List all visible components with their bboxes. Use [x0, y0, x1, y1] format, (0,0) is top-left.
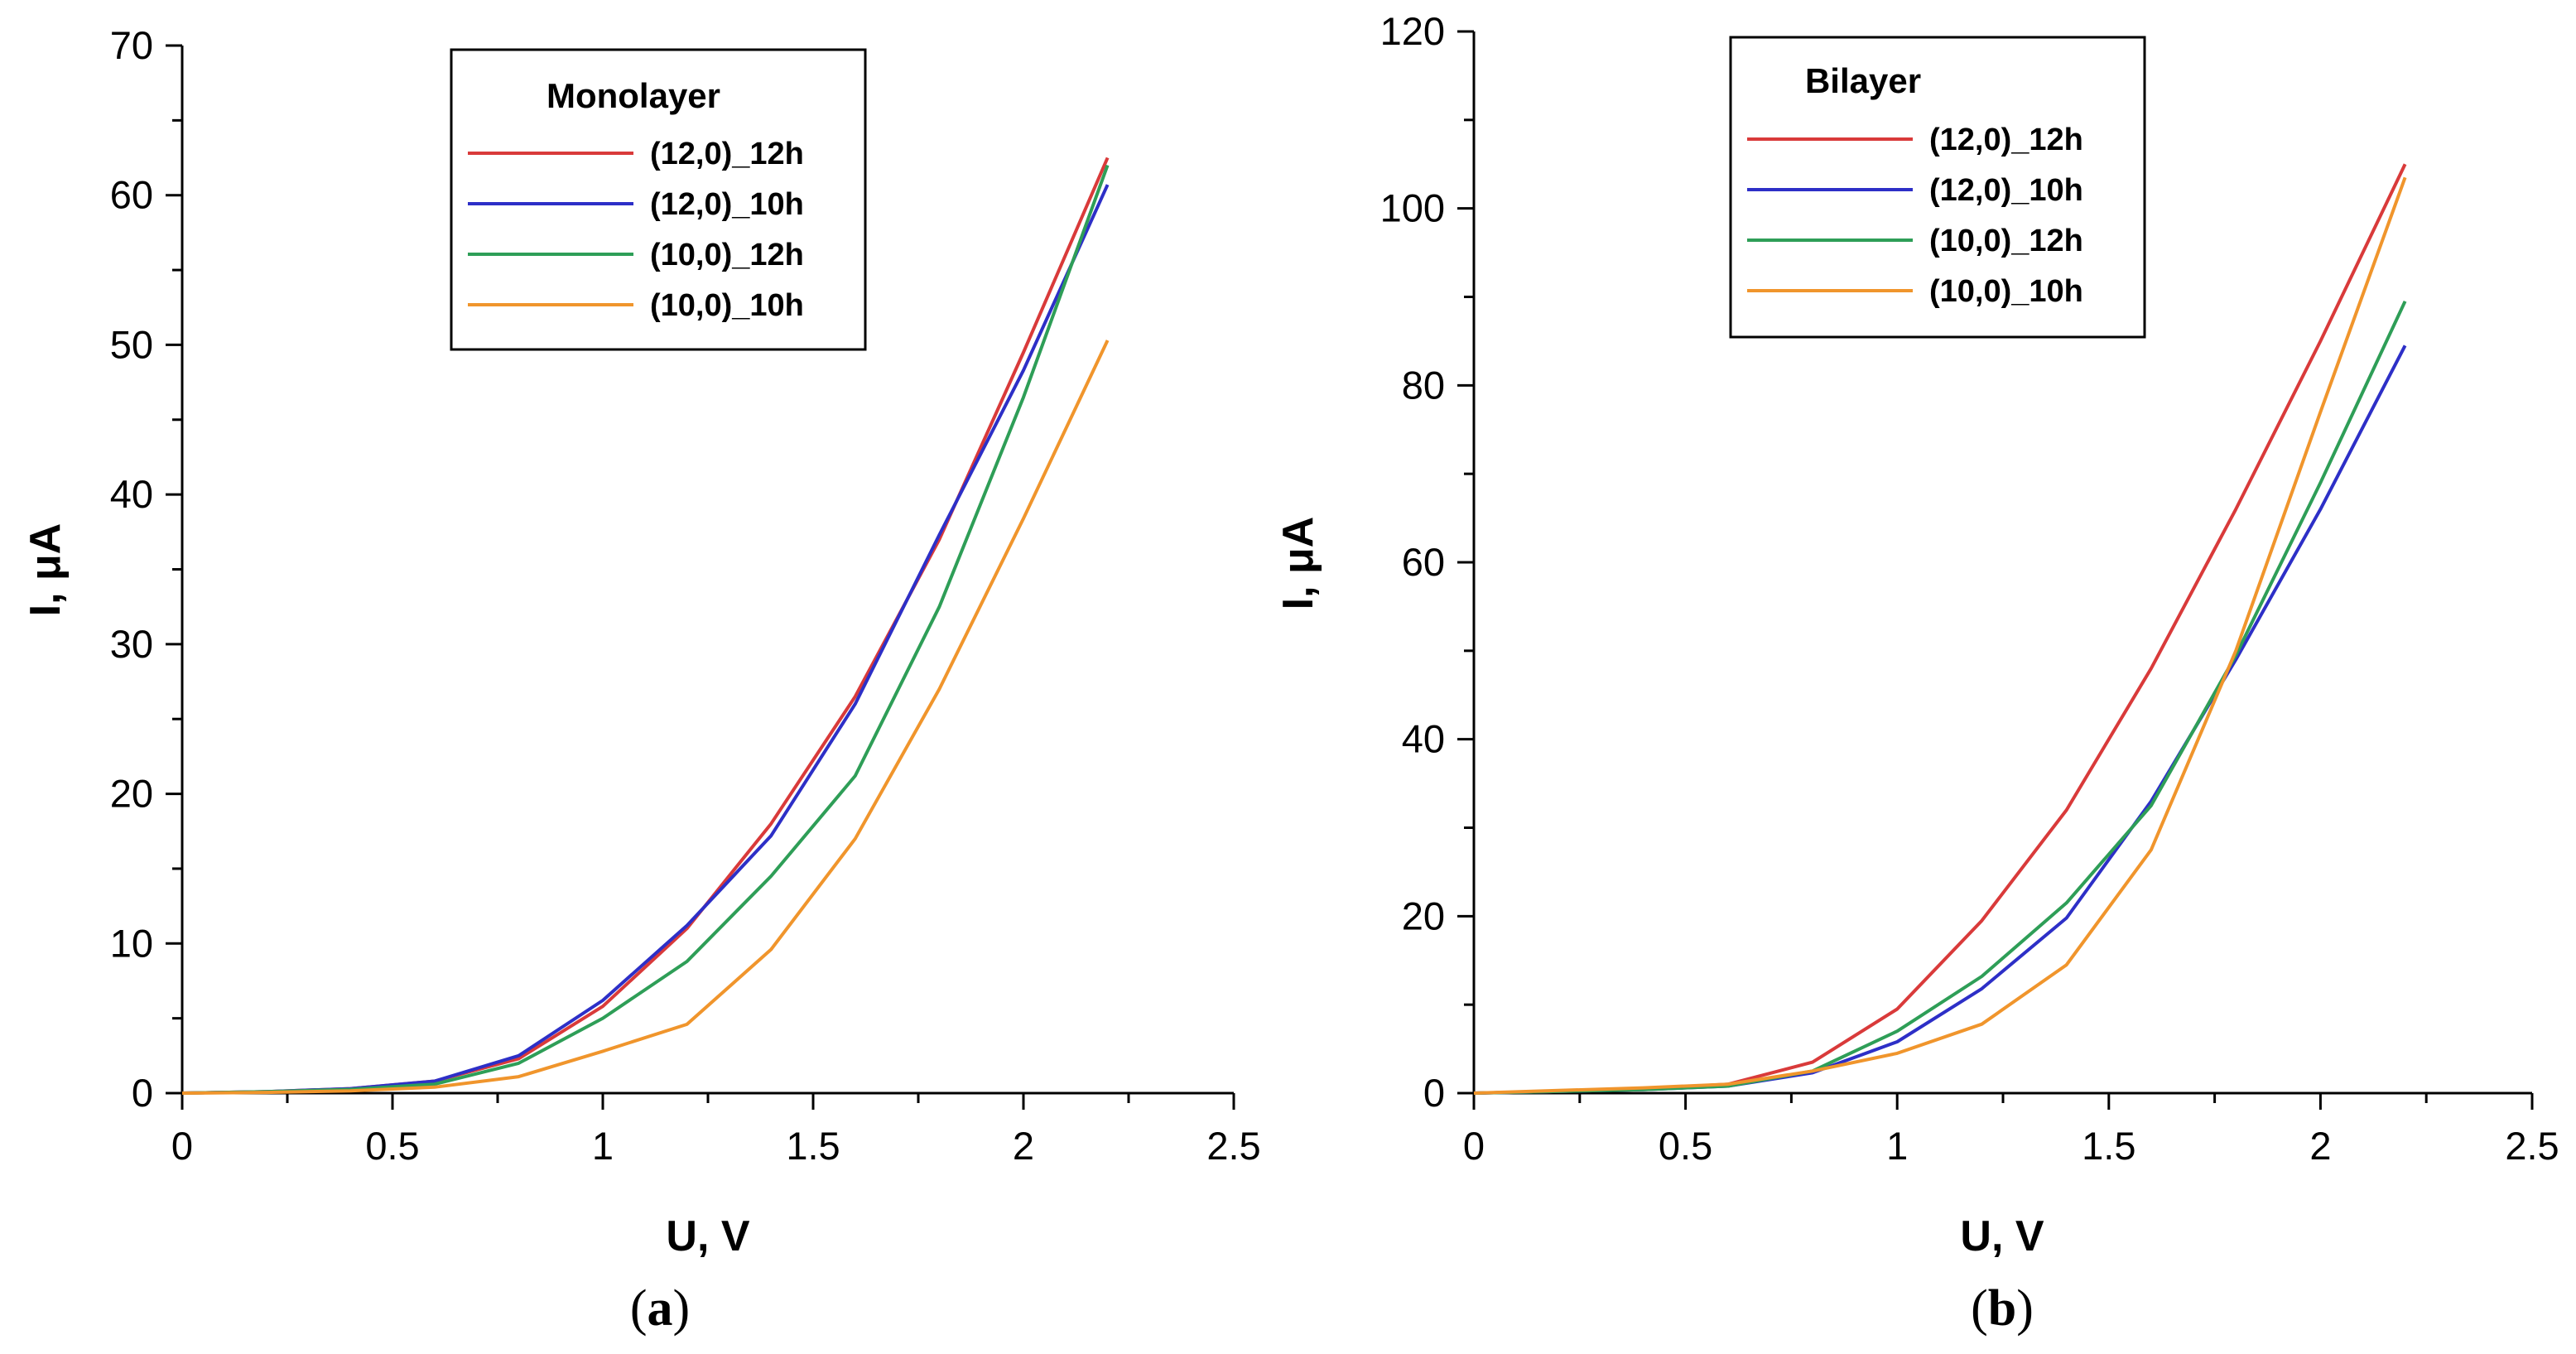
ticks-a: 0 0.5 1 1.5 2 2.5 0 10 20 30 40 50 60 70 — [110, 23, 1261, 1168]
legend-label-a-3: (10,0)_10h — [650, 288, 804, 323]
y-tick-label-b: 40 — [1402, 717, 1445, 761]
legend-box-a — [450, 48, 867, 351]
legend-items-b: (12,0)_12h (12,0)_10h (10,0)_12h (10,0)_10h — [1747, 123, 2083, 309]
legend-label-a-0: (12,0)_12h — [650, 137, 804, 171]
x-tick-label-b: 0 — [1463, 1124, 1485, 1168]
x-tick-label-b: 2.5 — [2505, 1124, 2559, 1168]
panel-letter-b: b — [1988, 1280, 2016, 1337]
legend-label-a-1: (12,0)_10h — [650, 187, 804, 222]
legend-label-b-3: (10,0)_10h — [1929, 274, 2083, 309]
y-axis-title-b: I, μA — [1274, 517, 1322, 610]
x-tick-label-a: 2 — [1013, 1124, 1034, 1168]
series-line-b-2 — [1473, 300, 2407, 1095]
y-tick-label-a: 40 — [110, 472, 153, 516]
legend-items-a: (12,0)_12h (12,0)_10h (10,0)_12h (10,0)_10h — [468, 137, 804, 323]
x-axis-title-b: U, V — [1960, 1212, 2044, 1260]
y-tick-label-a: 50 — [110, 322, 153, 366]
y-axis-title-a: I, μA — [22, 523, 70, 617]
x-tick-label-a: 0 — [171, 1124, 193, 1168]
chart-panel-a: 0 0.5 1 1.5 2 2.5 0 10 20 30 40 50 60 70 U, V I, μA M… — [22, 23, 1261, 1337]
x-tick-label-a: 1 — [592, 1124, 614, 1168]
y-tick-label-b: 120 — [1380, 9, 1445, 53]
series-group-a — [181, 157, 1110, 1095]
y-tick-label-a: 0 — [132, 1071, 153, 1115]
series-group-b — [1473, 163, 2407, 1095]
x-tick-label-b: 1.5 — [2082, 1124, 2135, 1168]
y-tick-label-b: 60 — [1402, 540, 1445, 584]
series-line-b-1 — [1473, 345, 2407, 1095]
panel-letter-a: a — [648, 1280, 673, 1337]
legend-label-a-2: (10,0)_12h — [650, 238, 804, 272]
x-tick-label-a: 1.5 — [786, 1124, 840, 1168]
y-tick-label-b: 100 — [1380, 186, 1445, 230]
x-axis-title-a: U, V — [666, 1212, 749, 1260]
y-tick-label-a: 70 — [110, 23, 153, 67]
legend-title-b: Bilayer — [1805, 61, 1921, 100]
legend-box-b — [1729, 36, 2146, 339]
series-line-a-3 — [181, 340, 1110, 1095]
legend-b: Bilayer (12,0)_12h(12,0)_10h(10,0)_12h(1… — [1729, 36, 2146, 339]
chart-panel-b: 0 0.5 1 1.5 2 2.5 0 20 40 60 80 100 120 U, V I, μA B… — [1274, 9, 2559, 1337]
y-tick-label-a: 30 — [110, 622, 153, 666]
ticks-b: 0 0.5 1 1.5 2 2.5 0 20 40 60 80 100 120 — [1380, 9, 2559, 1168]
series-line-b-3 — [1473, 176, 2407, 1095]
y-tick-label-b: 20 — [1402, 894, 1445, 937]
x-tick-label-a: 2.5 — [1206, 1124, 1260, 1168]
y-tick-label-a: 10 — [110, 921, 153, 965]
legend-label-b-2: (10,0)_12h — [1929, 224, 2083, 258]
legend-a: Monolayer (12,0)_12h (12,0)_10h (10,0)_12h… — [450, 48, 867, 351]
legend-label-b-1: (12,0)_10h — [1929, 173, 2083, 208]
panel-label-a: (a) — [630, 1280, 690, 1337]
x-tick-label-b: 2 — [2309, 1124, 2331, 1168]
legend-title-a: Monolayer — [546, 76, 720, 115]
x-tick-label-a: 0.5 — [365, 1124, 419, 1168]
panel-label-b: (b) — [1971, 1280, 2034, 1337]
x-tick-label-b: 0.5 — [1659, 1124, 1712, 1168]
y-tick-label-a: 20 — [110, 772, 153, 816]
x-tick-label-b: 1 — [1886, 1124, 1908, 1168]
y-tick-label-b: 0 — [1423, 1071, 1445, 1115]
legend-label-b-0: (12,0)_12h — [1929, 123, 2083, 157]
y-tick-label-a: 60 — [110, 173, 153, 217]
y-tick-label-b: 80 — [1402, 363, 1445, 407]
